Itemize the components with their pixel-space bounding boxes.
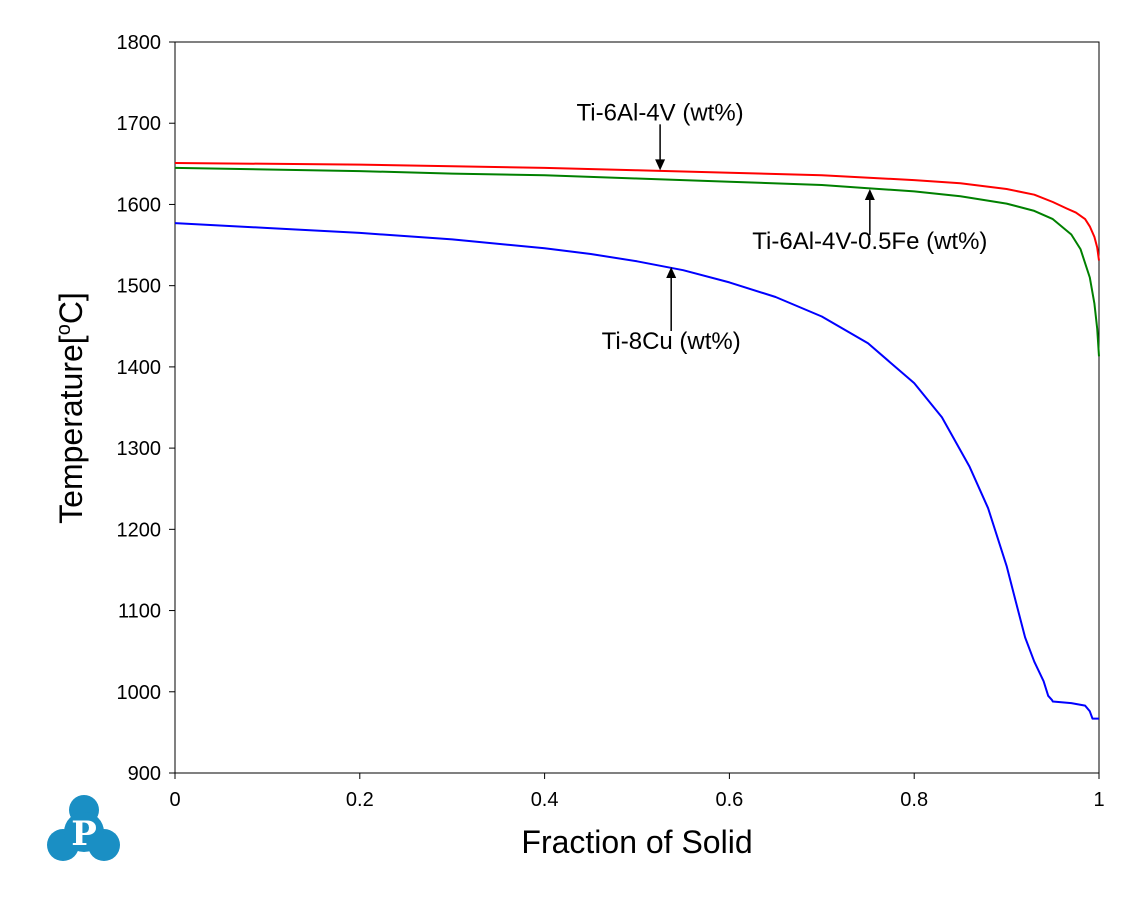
x-tick-label: 0 [169,789,180,811]
y-tick-label: 1500 [117,276,162,298]
y-axis-title: Temperature[oC] [53,292,89,524]
annotation-label-3: Ti-8Cu (wt%) [602,328,741,355]
logo-lobe-center [64,812,104,852]
y-tick-label: 1800 [117,32,162,54]
series-layer [174,162,1100,720]
x-tick-label: 0.4 [531,789,559,811]
x-tick-label: 0.2 [346,789,374,811]
annotation-arrow-1-head [655,159,666,171]
y-axis-title-unit: C] [53,292,89,324]
y-axis-title-degree: o [53,324,75,335]
company-logo: P [47,795,120,861]
annotation-arrow-3-head [666,266,677,278]
series-line-2 [174,166,1100,357]
x-tick-label: 0.6 [715,789,743,811]
annotation-label-1: Ti-6Al-4V (wt%) [577,99,744,126]
y-axis-title-main: Temperature[ [53,335,89,524]
annotation-arrow-2-head [864,189,875,201]
y-tick-label: 1600 [117,194,162,216]
y-tick-label: 1700 [117,113,162,135]
y-axis: 900 1000 1100 1200 1300 1400 1500 1600 1700 1800 [117,32,175,785]
x-tick-label: 0.8 [900,789,928,811]
y-tick-label: 1000 [117,682,162,704]
annotation-label-2: Ti-6Al-4V-0.5Fe (wt%) [752,228,987,255]
annotations: Ti-6Al-4V (wt%) Ti-6Al-4V-0.5Fe (wt%) Ti-8… [577,99,988,355]
y-tick-label: 900 [128,763,161,785]
y-tick-label: 1200 [117,519,162,541]
x-axis: 0 0.2 0.4 0.6 0.8 1 [169,773,1105,811]
plot-frame [174,41,1100,774]
x-axis-title: Fraction of Solid [521,824,752,860]
series-line-1 [174,162,1100,261]
y-tick-label: 1100 [118,601,161,623]
series-line-3 [174,222,1099,720]
y-tick-label: 1400 [117,357,162,379]
y-tick-label: 1300 [117,438,162,460]
x-tick-label: 1 [1093,789,1104,811]
logo-letter: P [71,814,97,854]
